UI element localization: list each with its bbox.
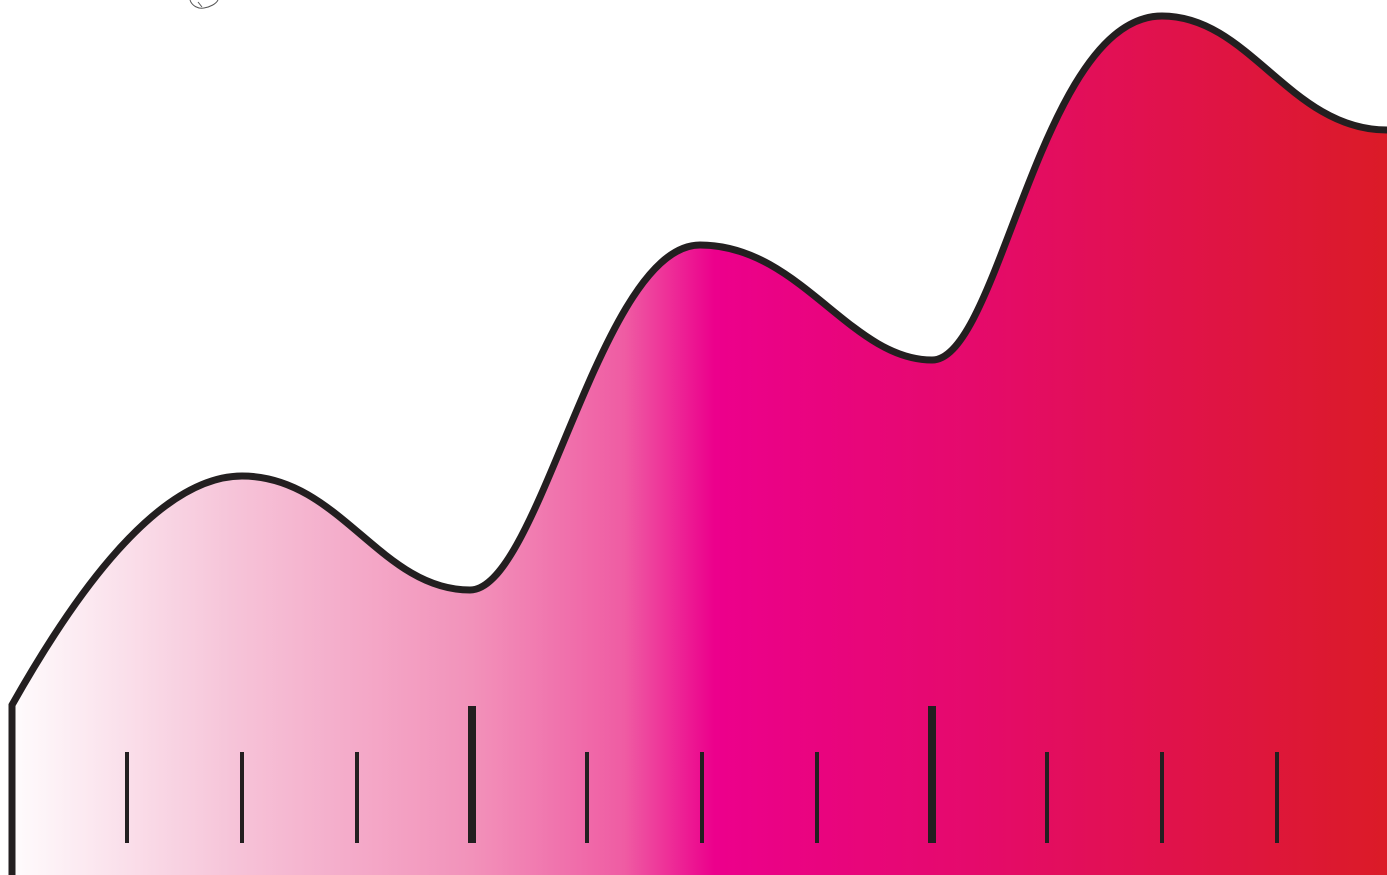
wave-outline xyxy=(8,12,1387,875)
wave-area xyxy=(12,16,1387,875)
ruler-ticks xyxy=(125,706,1279,843)
cursor-icon xyxy=(189,0,219,9)
